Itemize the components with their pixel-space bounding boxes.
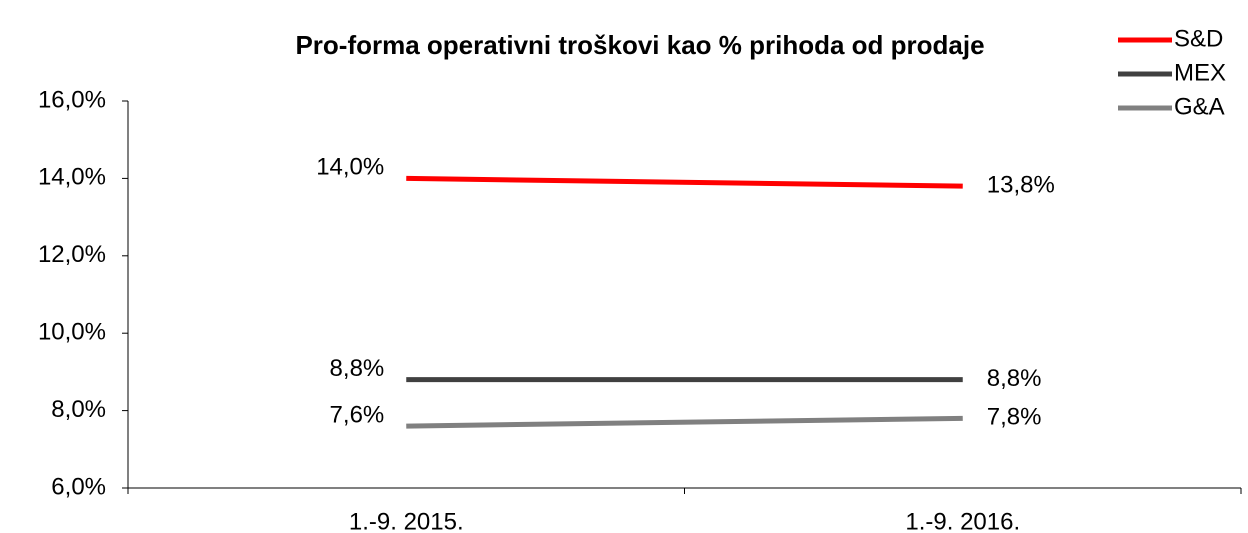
series-line	[406, 415, 963, 429]
data-label: 14,0%	[316, 154, 384, 181]
chart-title: Pro-forma operativni troškovi kao % prih…	[295, 30, 984, 60]
series-line	[406, 175, 963, 189]
y-tick-label: 6,0%	[51, 473, 106, 500]
legend-label: S&D	[1174, 25, 1223, 52]
legend-label: MEX	[1174, 59, 1226, 86]
data-label: 7,6%	[330, 401, 385, 428]
data-label: 7,8%	[987, 404, 1042, 431]
y-tick-label: 12,0%	[38, 241, 106, 268]
y-tick-label: 16,0%	[38, 86, 106, 113]
x-tick-label: 1.-9. 2016.	[905, 508, 1020, 533]
x-tick-label: 1.-9. 2015.	[349, 508, 464, 533]
legend-label: G&A	[1174, 93, 1225, 120]
y-tick-label: 14,0%	[38, 164, 106, 191]
y-tick-label: 10,0%	[38, 319, 106, 346]
data-label: 8,8%	[987, 365, 1042, 392]
y-tick-label: 8,0%	[51, 396, 106, 423]
data-label: 8,8%	[330, 355, 385, 382]
data-label: 13,8%	[987, 171, 1055, 198]
